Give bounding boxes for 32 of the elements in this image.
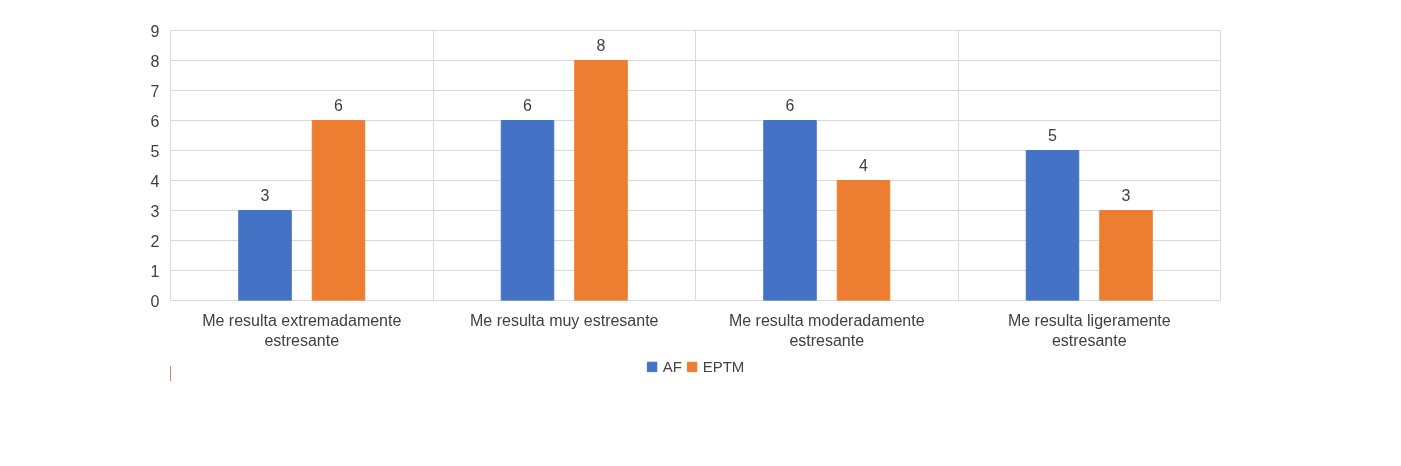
y-tick-label: 7 [150, 82, 160, 100]
y-tick-label: 4 [150, 172, 160, 190]
data-label: 6 [785, 96, 795, 114]
bar [763, 120, 817, 301]
bar [836, 180, 891, 301]
data-label: 3 [1121, 186, 1131, 204]
x-tick-label: Me resulta muy estresante [469, 311, 659, 329]
data-label: 6 [523, 96, 533, 114]
legend-label: AF [662, 357, 683, 375]
x-tick-label: Me resulta ligeramente estresante [1007, 311, 1171, 349]
data-label: 8 [596, 36, 606, 54]
y-tick-label: 1 [150, 262, 160, 280]
y-tick-label: 8 [150, 52, 160, 70]
y-tick-label: 3 [150, 202, 160, 220]
x-tick-label: Me resulta extremadamente estresante [202, 311, 402, 349]
x-tick-label: Me resulta moderadamente estresante [728, 311, 925, 349]
data-label: 3 [260, 186, 270, 204]
bar [311, 120, 366, 301]
bar [238, 210, 292, 301]
y-tick-label: 2 [150, 232, 160, 250]
data-label: 5 [1048, 126, 1058, 144]
data-label: 6 [334, 96, 344, 114]
y-tick-label: 9 [150, 22, 160, 40]
y-tick-label: 0 [150, 292, 160, 310]
legend-label: EPTM [702, 357, 745, 375]
bar [1099, 210, 1153, 301]
data-label: 4 [859, 156, 869, 174]
y-tick-label: 5 [150, 142, 160, 160]
y-tick-label: 6 [150, 112, 160, 130]
bar [574, 60, 628, 301]
bar [1025, 150, 1080, 301]
bar [500, 120, 555, 301]
